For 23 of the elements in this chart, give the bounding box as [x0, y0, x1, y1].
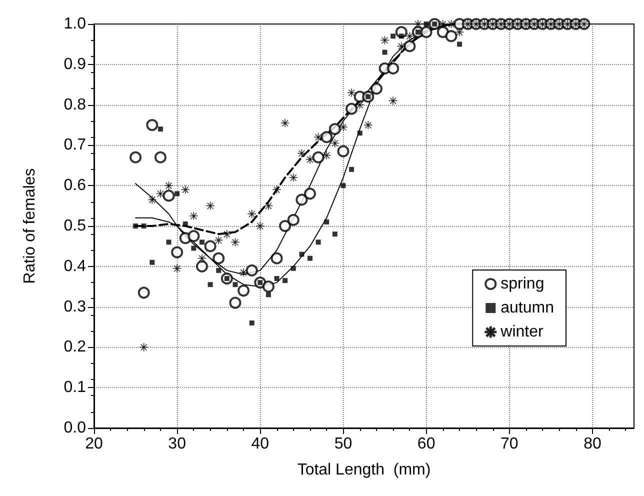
x-tick-label: 30 [168, 436, 186, 452]
x-tick-label: 40 [251, 436, 270, 452]
x-tick-label: 60 [417, 436, 436, 452]
y-tick-label: 0.3 [64, 298, 86, 316]
x-axis-title: Total Length (mm) [297, 462, 431, 478]
legend-label: winter [500, 324, 544, 340]
legend-label: autumn [500, 300, 554, 316]
y-tick-label: 0.2 [64, 338, 86, 356]
y-tick-label: 0.0 [64, 420, 86, 436]
y-tick-label: 0.8 [64, 96, 86, 114]
y-tick-label: 1.0 [64, 16, 86, 32]
x-tick-label: 80 [584, 436, 602, 452]
x-tick-label: 20 [85, 436, 103, 452]
y-tick-label: 0.4 [64, 258, 86, 275]
y-axis-title: Ratio of females [22, 168, 38, 284]
y-tick-label: 0.1 [64, 379, 86, 396]
y-tick-label: 0.7 [64, 136, 86, 154]
x-tick-label: 70 [500, 436, 518, 452]
x-tick-label: 50 [334, 436, 352, 452]
legend-label: spring [500, 276, 544, 292]
y-tick-label: 0.6 [64, 177, 86, 194]
y-tick-label: 0.5 [64, 218, 86, 234]
y-tick-label: 0.9 [64, 56, 86, 73]
